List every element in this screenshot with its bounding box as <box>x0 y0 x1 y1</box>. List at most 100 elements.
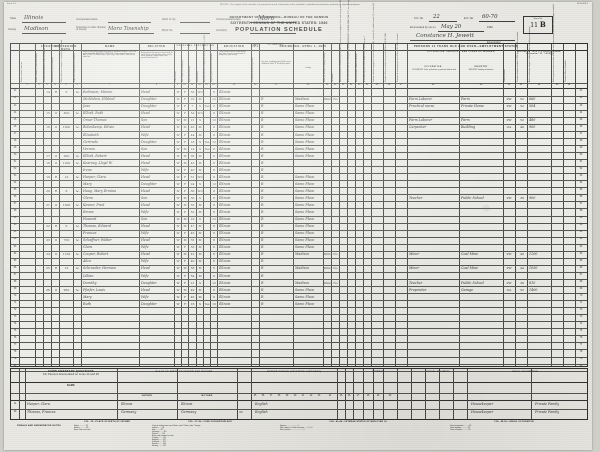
cell-value[interactable]: 1500 <box>62 203 71 207</box>
cell-school[interactable]: Yes <box>204 301 210 306</box>
cell-school[interactable]: Yes <box>204 139 210 144</box>
cell-res-farm[interactable]: No <box>333 252 338 257</box>
cell-relation[interactable]: Wife <box>141 273 149 278</box>
cell-res-city[interactable]: R <box>261 118 264 123</box>
cell-birthplace[interactable]: Illinois <box>219 238 231 243</box>
cell-birthplace[interactable]: Illinois <box>219 287 231 292</box>
cell-name[interactable]: Omar Thomas <box>83 118 107 123</box>
cell-occupation[interactable]: Carpenter <box>409 125 427 130</box>
cell-marital[interactable]: M <box>198 231 202 236</box>
cell-marital[interactable]: M <box>198 224 202 229</box>
value-enumerator[interactable]: Constance H. Jewett <box>416 32 475 39</box>
cell-res-city[interactable]: R <box>261 111 264 116</box>
cell-farm[interactable]: no <box>75 287 80 292</box>
cell-name[interactable]: Howard <box>83 217 97 222</box>
cell-farm[interactable]: no <box>75 203 80 207</box>
cell-class[interactable]: PW <box>506 195 512 200</box>
cell-grade[interactable]: 12 <box>212 181 216 186</box>
cell-name[interactable]: Dorothy <box>83 280 97 285</box>
cell-age[interactable]: 54 <box>190 111 195 116</box>
cell-age[interactable]: 47 <box>190 224 195 229</box>
cell-marital[interactable]: M <box>198 294 202 299</box>
cell-grade[interactable]: 8 <box>213 245 215 250</box>
cell-marital[interactable]: S <box>198 301 202 306</box>
cell-res-county[interactable]: Same Place <box>295 104 315 109</box>
cell-birthplace[interactable]: Illinois <box>219 301 231 306</box>
cell-res-county[interactable]: Same Place <box>295 203 315 207</box>
cell-age[interactable]: 58 <box>190 266 195 271</box>
cell-grade[interactable]: 12 <box>212 118 216 123</box>
cell-relation[interactable]: Head <box>141 224 150 229</box>
cell-name[interactable]: McMahon, Hildred <box>83 97 115 102</box>
cell-weeks[interactable]: 40 <box>520 125 524 130</box>
cell-grade[interactable]: 10 <box>212 301 216 306</box>
cell-res-city[interactable]: R <box>261 273 264 278</box>
value-county[interactable]: Madison <box>24 26 49 32</box>
cell-marital[interactable]: Wd <box>197 90 203 95</box>
cell-grade[interactable]: 2 <box>213 104 215 109</box>
cell-grade[interactable]: 8 <box>213 203 215 207</box>
cell-marital[interactable]: Wd <box>197 174 203 179</box>
cell-class[interactable]: PW <box>506 118 512 123</box>
cell-age[interactable]: 49 <box>190 287 195 292</box>
cell-relation[interactable]: Son <box>141 146 148 151</box>
cell-name[interactable]: Pfeifer, Louis <box>83 287 105 292</box>
cell-visit[interactable]: 19 <box>46 174 50 179</box>
cell-age[interactable]: 29 <box>190 97 195 102</box>
cell-res-city[interactable]: R <box>261 195 264 200</box>
cell-age[interactable]: 21 <box>190 118 195 123</box>
cell-weeks[interactable]: 52 <box>520 97 524 102</box>
cell-weeks[interactable]: 36 <box>520 280 524 285</box>
cell-res-county[interactable]: Same Place <box>295 231 315 236</box>
cell-tenure[interactable]: R <box>54 174 58 179</box>
cell-sex[interactable]: F <box>183 90 187 95</box>
cell-res-county[interactable]: Same Place <box>295 132 315 137</box>
cell-grade[interactable]: 12 <box>212 280 216 285</box>
cell-name[interactable]: Thomas, Edward <box>83 224 112 229</box>
cell-relation[interactable]: Daughter <box>141 181 157 186</box>
cell-age[interactable]: 24 <box>190 181 195 186</box>
cell-grade[interactable]: 8 <box>213 195 215 200</box>
cell-marital[interactable]: M <box>198 287 202 292</box>
cell-res-city[interactable]: R <box>261 294 264 299</box>
cell-relation[interactable]: Head <box>141 125 150 130</box>
cell-marital[interactable]: M <box>198 167 202 172</box>
cell-sex[interactable]: F <box>183 174 187 179</box>
supp-cell-father[interactable]: Germany <box>121 410 137 415</box>
cell-sex[interactable]: M <box>183 203 187 207</box>
cell-birthplace[interactable]: Illinois <box>219 273 231 278</box>
cell-relation[interactable]: Wife <box>141 167 149 172</box>
cell-value[interactable]: 5 <box>65 90 68 95</box>
cell-age[interactable]: 52 <box>190 210 195 215</box>
cell-weeks[interactable]: 44 <box>520 266 524 271</box>
cell-res-county[interactable]: Same Place <box>295 238 315 243</box>
cell-res-farm[interactable]: No <box>333 280 338 285</box>
cell-birthplace[interactable]: Illinois <box>219 146 231 151</box>
cell-res-state[interactable]: Illinois <box>324 97 331 102</box>
cell-wages[interactable]: 810 <box>529 280 536 285</box>
value-enum-date[interactable]: May 20 <box>441 23 462 30</box>
cell-grade[interactable]: 8 <box>213 146 215 151</box>
cell-res-city[interactable]: R <box>261 104 264 109</box>
cell-industry[interactable]: Public School <box>461 280 484 285</box>
cell-class[interactable]: PW <box>506 280 512 285</box>
cell-weeks[interactable]: 36 <box>520 195 524 200</box>
cell-race[interactable]: W <box>176 97 180 102</box>
cell-birthplace[interactable]: Illinois <box>219 132 231 137</box>
cell-age[interactable]: 40 <box>190 167 195 172</box>
cell-race[interactable]: W <box>176 195 180 200</box>
cell-relation[interactable]: Wife <box>141 245 149 250</box>
cell-birthplace[interactable]: Illinois <box>219 245 231 250</box>
cell-name[interactable]: Clara <box>83 245 93 250</box>
cell-name[interactable]: Cooper, Robert <box>83 252 109 257</box>
cell-name[interactable]: Ruth <box>83 301 92 306</box>
cell-res-county[interactable]: Madison <box>295 266 310 271</box>
cell-res-county[interactable]: Same Place <box>295 111 315 116</box>
cell-value[interactable]: 1000 <box>62 125 71 130</box>
cell-grade[interactable]: 8 <box>213 266 215 271</box>
supp-cell-name[interactable]: Harper, Clara <box>27 402 50 406</box>
cell-birthplace[interactable]: Illinois <box>219 125 231 130</box>
cell-race[interactable]: W <box>176 238 180 243</box>
cell-race[interactable]: W <box>176 252 180 257</box>
cell-tenure[interactable]: O <box>54 203 58 207</box>
